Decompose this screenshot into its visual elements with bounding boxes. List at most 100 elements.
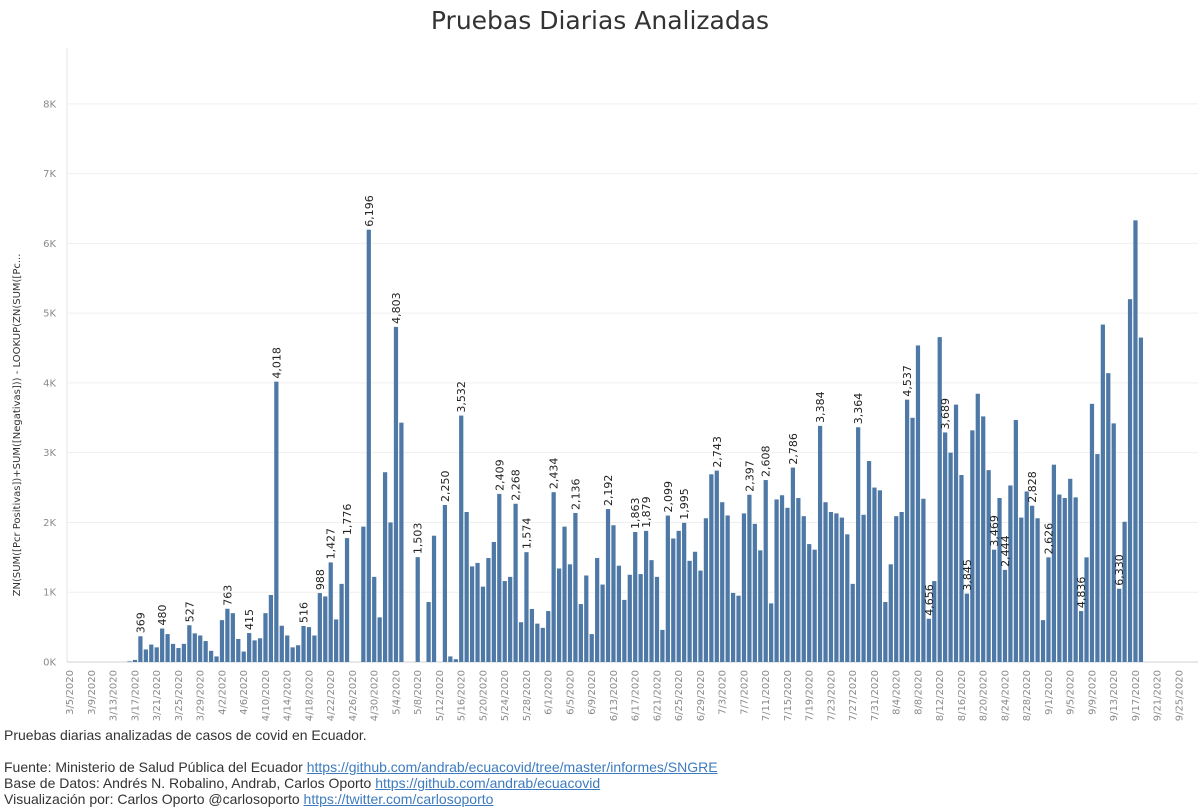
bar bbox=[1084, 557, 1089, 662]
bar bbox=[779, 495, 785, 662]
x-tick-label: 6/13/2020 bbox=[609, 670, 620, 721]
visualization-link[interactable]: https://twitter.com/carlosoporto bbox=[303, 791, 494, 807]
data-label: 6,330 bbox=[1113, 554, 1126, 586]
bar bbox=[154, 647, 159, 662]
bar bbox=[595, 558, 600, 662]
data-label: 4,537 bbox=[901, 365, 914, 397]
x-tick-label: 7/23/2020 bbox=[826, 670, 837, 721]
data-label: 2,136 bbox=[569, 478, 582, 510]
bar bbox=[464, 511, 469, 662]
bar bbox=[344, 538, 350, 662]
x-tick-label: 5/12/2020 bbox=[435, 670, 446, 721]
bar bbox=[415, 557, 420, 662]
bar bbox=[149, 644, 154, 662]
bar bbox=[627, 574, 632, 662]
bar bbox=[1008, 485, 1013, 662]
bar bbox=[758, 550, 763, 662]
data-label: 4,018 bbox=[270, 347, 283, 379]
bar bbox=[850, 583, 855, 662]
data-label: 763 bbox=[221, 585, 234, 606]
data-label: 4,836 bbox=[1075, 577, 1088, 609]
data-label: 3,689 bbox=[939, 398, 952, 430]
x-tick-label: 8/24/2020 bbox=[1000, 670, 1011, 721]
bar bbox=[763, 480, 768, 662]
x-tick-label: 4/26/2020 bbox=[348, 670, 359, 721]
bar bbox=[845, 534, 850, 662]
bar bbox=[943, 432, 948, 662]
bar bbox=[268, 595, 274, 662]
bar bbox=[991, 549, 997, 662]
x-tick-label: 3/13/2020 bbox=[109, 670, 120, 721]
x-tick-label: 4/18/2020 bbox=[304, 670, 315, 721]
bar bbox=[513, 503, 518, 662]
data-label: 2,192 bbox=[602, 475, 615, 507]
data-label: 2,099 bbox=[662, 481, 675, 513]
x-tick-label: 5/24/2020 bbox=[500, 670, 511, 721]
source-label: Fuente: Ministerio de Salud Pública del … bbox=[4, 759, 307, 775]
bar bbox=[236, 638, 241, 662]
x-tick-label: 9/17/2020 bbox=[1131, 670, 1142, 721]
bar bbox=[181, 643, 187, 662]
bar bbox=[796, 498, 801, 662]
bar bbox=[295, 645, 301, 662]
bar bbox=[643, 530, 649, 662]
bar bbox=[448, 656, 453, 662]
database-link[interactable]: https://github.com/andrab/ecuacovid bbox=[375, 775, 601, 791]
data-label: 1,574 bbox=[520, 518, 533, 550]
x-tick-label: 4/2/2020 bbox=[217, 670, 228, 715]
bar bbox=[997, 498, 1002, 662]
bar bbox=[230, 613, 235, 662]
x-tick-label: 6/9/2020 bbox=[587, 670, 598, 715]
x-tick-label: 3/29/2020 bbox=[196, 670, 207, 721]
bar bbox=[1073, 497, 1078, 662]
source-link[interactable]: https://github.com/andrab/ecuacovid/tree… bbox=[306, 759, 718, 775]
bar bbox=[709, 474, 714, 662]
x-tick-label: 4/22/2020 bbox=[326, 670, 337, 721]
bar bbox=[241, 651, 246, 662]
bar bbox=[828, 511, 834, 662]
bar bbox=[616, 565, 622, 662]
bar bbox=[741, 513, 747, 662]
x-tick-label: 9/21/2020 bbox=[1153, 670, 1164, 721]
data-label: 3,845 bbox=[961, 559, 974, 591]
bar bbox=[817, 425, 823, 662]
x-axis: 3/5/2020 3/9/2020 3/13/2020 3/17/2020 3/21/2… bbox=[65, 670, 1185, 721]
bar bbox=[611, 525, 616, 662]
bar bbox=[187, 625, 192, 662]
bar bbox=[774, 499, 779, 662]
bar bbox=[720, 502, 725, 662]
x-tick-label: 9/25/2020 bbox=[1174, 670, 1185, 721]
x-tick-label: 4/30/2020 bbox=[370, 670, 381, 721]
y-tick-label: 4K bbox=[43, 378, 56, 389]
bar bbox=[948, 452, 953, 662]
bar bbox=[856, 427, 861, 662]
bar bbox=[290, 647, 295, 662]
bar bbox=[442, 505, 448, 662]
bar bbox=[692, 551, 698, 662]
data-label: 2,434 bbox=[548, 458, 561, 490]
x-tick-label: 3/17/2020 bbox=[130, 670, 141, 721]
bar bbox=[769, 603, 774, 662]
bar bbox=[730, 592, 736, 662]
bar bbox=[1089, 403, 1095, 662]
bar bbox=[469, 566, 475, 662]
x-tick-label: 9/13/2020 bbox=[1109, 670, 1120, 721]
x-tick-label: 6/25/2020 bbox=[674, 670, 685, 721]
bar bbox=[165, 634, 170, 662]
x-tick-label: 3/21/2020 bbox=[152, 670, 163, 721]
bar bbox=[399, 422, 404, 662]
bar bbox=[377, 617, 382, 662]
bar bbox=[1040, 620, 1046, 662]
bar bbox=[562, 526, 567, 662]
bar bbox=[382, 472, 388, 662]
x-tick-label: 8/12/2020 bbox=[935, 670, 946, 721]
x-tick-label: 7/7/2020 bbox=[739, 670, 750, 715]
data-label: 3,364 bbox=[852, 393, 865, 425]
chart-title: Pruebas Diarias Analizadas bbox=[430, 6, 770, 35]
bar bbox=[981, 416, 986, 662]
bar bbox=[1100, 324, 1105, 662]
bar bbox=[306, 627, 312, 662]
bar bbox=[225, 608, 230, 662]
x-tick-label: 6/1/2020 bbox=[544, 670, 555, 715]
y-tick-label: 2K bbox=[43, 518, 56, 529]
